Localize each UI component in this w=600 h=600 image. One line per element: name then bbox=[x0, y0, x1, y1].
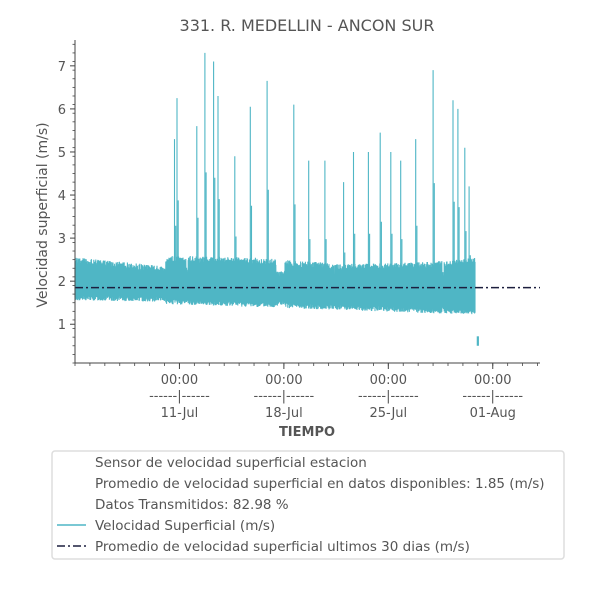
x-tick-date: 18-Jul bbox=[265, 406, 303, 421]
y-tick-label: 1 bbox=[58, 318, 66, 333]
legend-entry-average-30-days: Promedio de velocidad superficial ultimo… bbox=[95, 539, 470, 555]
y-tick-label: 2 bbox=[58, 275, 66, 290]
chart-title: 331. R. MEDELLIN - ANCON SUR bbox=[180, 16, 435, 35]
y-axis-label: Velocidad superficial (m/s) bbox=[35, 122, 51, 307]
y-tick-label: 7 bbox=[58, 60, 66, 75]
legend-entry-average-available: Promedio de velocidad superficial en dat… bbox=[95, 476, 545, 492]
y-tick-label: 3 bbox=[58, 232, 66, 247]
series-layer bbox=[74, 52, 540, 346]
y-tick-label: 6 bbox=[58, 103, 66, 118]
legend-entry-transmitted: Datos Transmitidos: 82.98 % bbox=[95, 497, 289, 513]
x-tick-separator: ------|------ bbox=[462, 389, 523, 404]
x-tick-time: 00:00 bbox=[474, 373, 511, 388]
legend-entry-sensor: Sensor de velocidad superficial estacion bbox=[95, 455, 367, 471]
y-tick-label: 4 bbox=[58, 189, 66, 204]
x-axis-label: TIEMPO bbox=[279, 425, 335, 440]
legend: Sensor de velocidad superficial estacion… bbox=[51, 450, 565, 560]
x-tick-date: 01-Aug bbox=[470, 406, 516, 421]
x-tick-separator: ------|------ bbox=[149, 389, 210, 404]
y-ticks: 1 2 3 4 5 6 7 bbox=[58, 43, 75, 364]
velocity-series-line bbox=[74, 52, 476, 315]
x-tick-date: 11-Jul bbox=[161, 406, 199, 421]
legend-box bbox=[51, 450, 565, 560]
y-tick-label: 5 bbox=[58, 146, 66, 161]
x-tick-separator: ------|------ bbox=[358, 389, 419, 404]
x-tick-date: 25-Jul bbox=[369, 406, 407, 421]
x-tick-time: 00:00 bbox=[370, 373, 407, 388]
x-tick-time: 00:00 bbox=[265, 373, 302, 388]
x-tick-separator: ------|------ bbox=[254, 389, 315, 404]
x-ticks: 00:00------|------11-Jul00:00------|----… bbox=[74, 363, 538, 421]
legend-entry-velocity: Velocidad Superficial (m/s) bbox=[95, 518, 275, 534]
x-tick-time: 00:00 bbox=[161, 373, 198, 388]
